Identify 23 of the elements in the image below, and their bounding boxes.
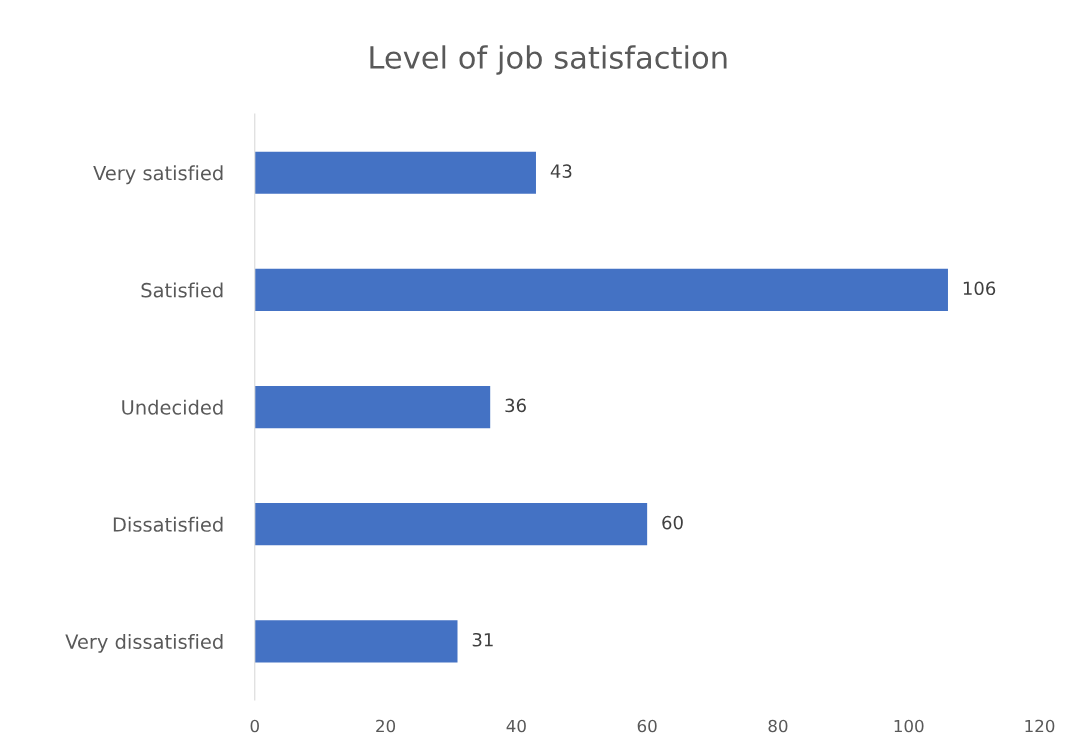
x-tick-label: 40	[506, 719, 526, 733]
x-tick-label: 60	[637, 719, 657, 733]
data-label: 60	[662, 515, 683, 530]
data-label: 36	[505, 398, 526, 413]
x-tick-label: 0	[250, 719, 259, 733]
y-tick-label: Very satisfied	[93, 165, 223, 185]
y-tick-label: Very dissatisfied	[65, 633, 223, 653]
bar	[254, 620, 458, 663]
x-tick-label: 120	[1025, 719, 1055, 733]
y-tick-label: Dissatisfied	[113, 516, 223, 532]
bar	[254, 385, 491, 429]
y-tick-label: Undecided	[122, 399, 223, 415]
chart-title: Level of job satisfaction	[370, 45, 727, 75]
x-tick-label: 100	[894, 719, 924, 733]
bar	[254, 503, 648, 546]
x-tick-label: 80	[768, 719, 788, 733]
x-tick-label: 20	[376, 719, 396, 733]
bar	[254, 151, 536, 194]
y-tick-label: Satisfied	[141, 282, 223, 298]
data-label: 106	[963, 281, 996, 296]
data-label: 43	[550, 164, 572, 178]
data-label: 31	[472, 632, 493, 647]
bar	[254, 268, 948, 311]
